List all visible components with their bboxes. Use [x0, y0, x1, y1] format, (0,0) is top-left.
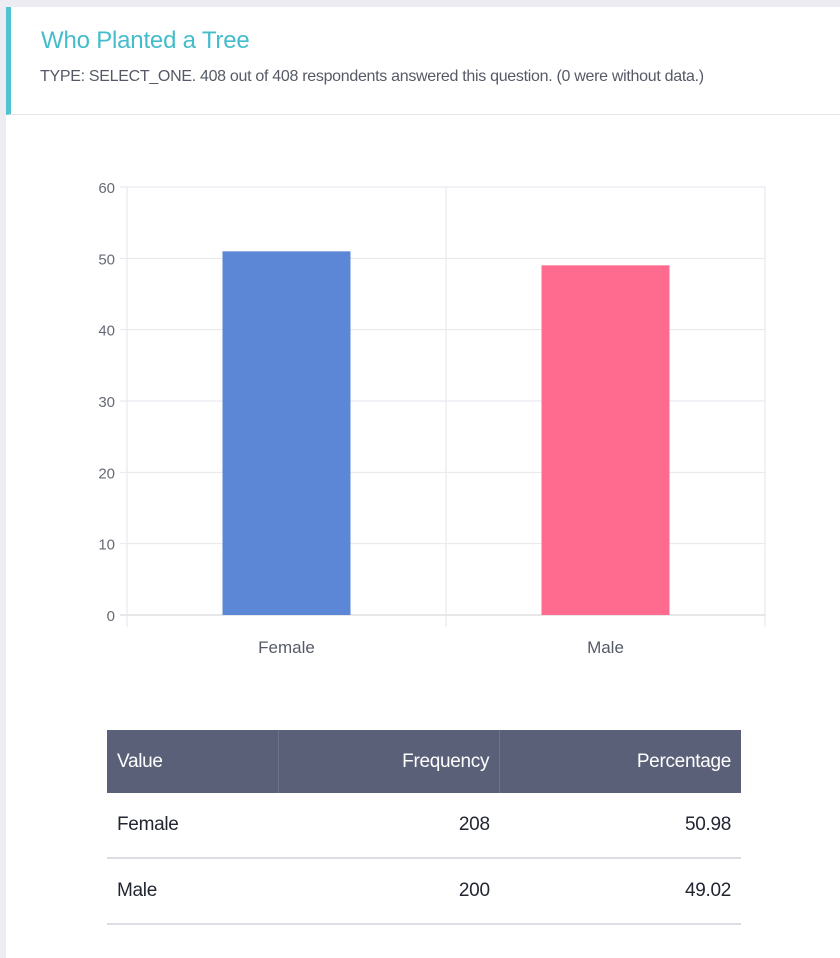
- y-tick-label: 20: [98, 465, 115, 482]
- bar-female: [222, 251, 351, 616]
- bar-chart: 0 10 20 30 40 50 60 Female Male: [98, 180, 766, 657]
- row-value: Male: [107, 858, 279, 925]
- x-tick-label: Male: [587, 638, 624, 657]
- question-subtitle: TYPE: SELECT_ONE. 408 out of 408 respond…: [40, 68, 704, 85]
- row-frequency: 200: [278, 858, 500, 925]
- y-tick-label: 10: [98, 537, 115, 554]
- y-tick-label: 30: [98, 394, 115, 411]
- y-tick-label: 0: [107, 608, 115, 625]
- row-percentage: 49.02: [499, 858, 741, 925]
- header-value: Value: [107, 730, 279, 793]
- y-tick-label: 60: [98, 180, 115, 197]
- bar-male: [541, 265, 670, 615]
- row-value: Female: [107, 793, 279, 859]
- y-tick-label: 40: [98, 323, 115, 340]
- question-header: Who Planted a Tree TYPE: SELECT_ONE. 408…: [6, 7, 840, 115]
- frequency-table: Value Frequency Percentage Female 208 50…: [107, 730, 741, 925]
- header-frequency: Frequency: [278, 730, 501, 793]
- y-tick-label: 50: [98, 251, 115, 268]
- header-percentage: Percentage: [499, 730, 741, 793]
- question-title: Who Planted a Tree: [41, 27, 250, 54]
- row-frequency: 208: [278, 793, 500, 859]
- x-tick-label: Female: [258, 638, 315, 657]
- table-header-row: Value Frequency Percentage: [107, 730, 741, 793]
- table-row: Female 208 50.98: [107, 793, 741, 859]
- table-row: Male 200 49.02: [107, 858, 741, 925]
- row-percentage: 50.98: [499, 793, 741, 859]
